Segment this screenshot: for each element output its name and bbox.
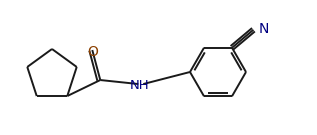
Text: N: N xyxy=(258,22,269,36)
Text: O: O xyxy=(87,45,98,59)
Text: NH: NH xyxy=(129,79,149,92)
